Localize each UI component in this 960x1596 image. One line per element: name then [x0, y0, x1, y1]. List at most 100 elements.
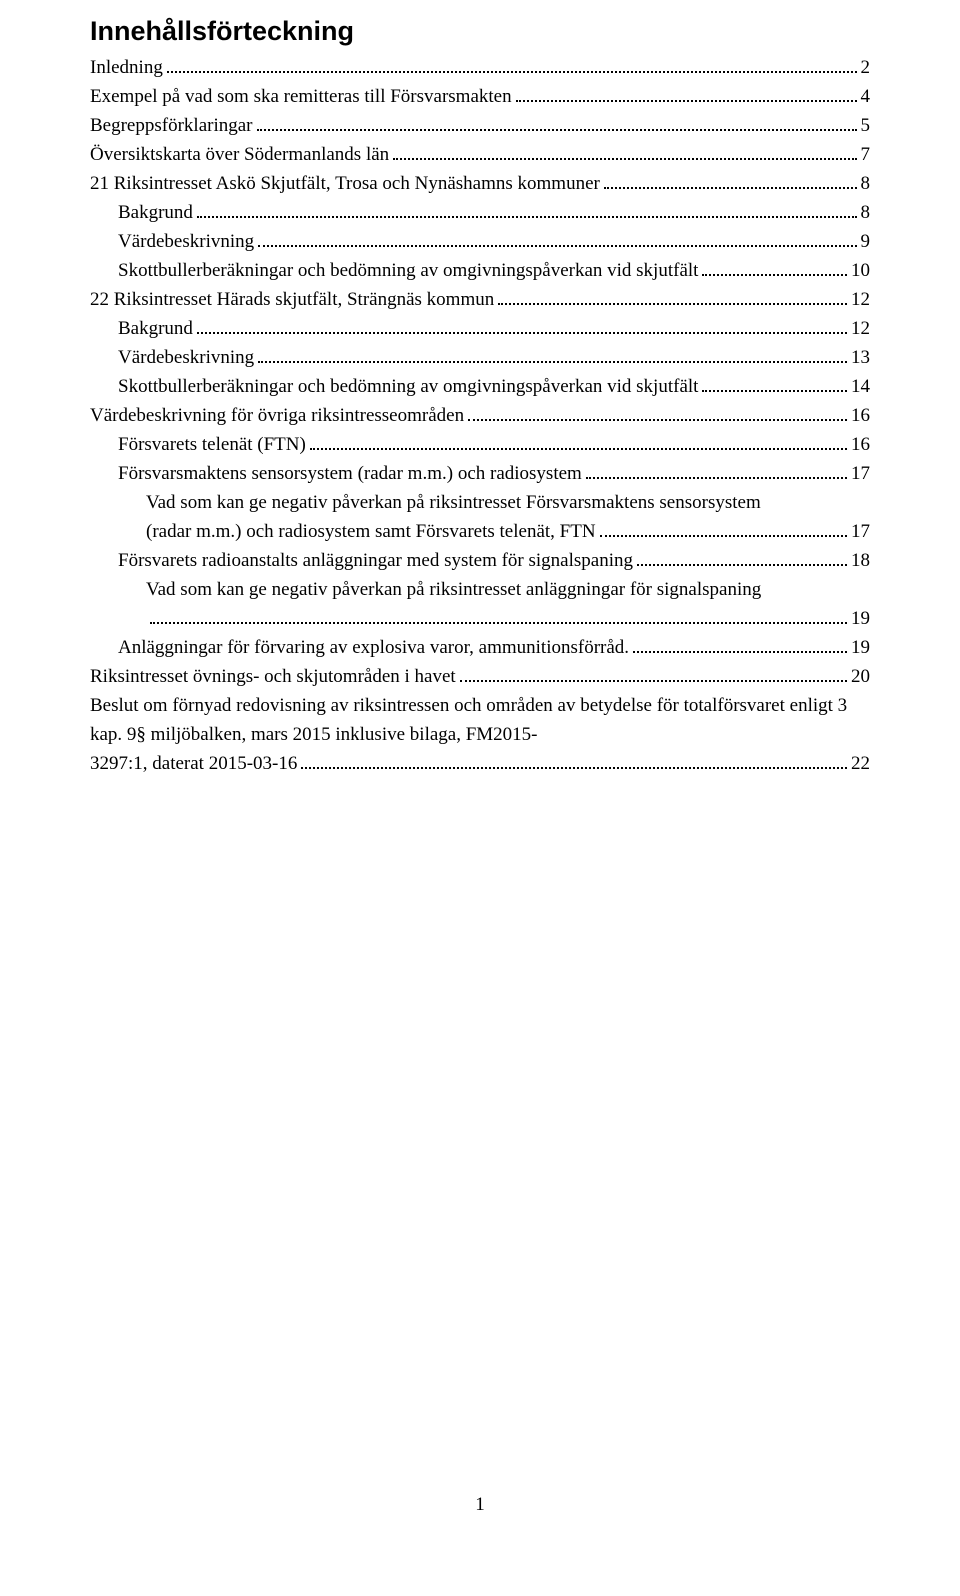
- toc-leader-dots: [301, 752, 847, 769]
- toc-entry-page: 22: [851, 749, 870, 778]
- toc-entry-label: Exempel på vad som ska remitteras till F…: [90, 82, 512, 111]
- toc-entry-page: 13: [851, 343, 870, 372]
- toc-leader-dots: [393, 143, 856, 160]
- toc-entry[interactable]: Värdebeskrivning9: [90, 227, 870, 256]
- toc-entry-label: Översiktskarta över Södermanlands län: [90, 140, 389, 169]
- toc-entry-line: Bakgrund8: [118, 198, 870, 227]
- toc-entry-line: Anläggningar för förvaring av explosiva …: [118, 633, 870, 662]
- toc-entry-line: Exempel på vad som ska remitteras till F…: [90, 82, 870, 111]
- toc-entry-line: Begreppsförklaringar 5: [90, 111, 870, 140]
- toc-entry[interactable]: Inledning 2: [90, 53, 870, 82]
- toc-entry-label: 22 Riksintresset Härads skjutfält, Strän…: [90, 285, 494, 314]
- toc-entry-page: 5: [861, 111, 871, 140]
- toc-entry-label: Begreppsförklaringar: [90, 111, 253, 140]
- toc-entry[interactable]: Exempel på vad som ska remitteras till F…: [90, 82, 870, 111]
- toc-leader-dots: [258, 230, 856, 247]
- toc-entry[interactable]: 21 Riksintresset Askö Skjutfält, Trosa o…: [90, 169, 870, 198]
- toc-entry-page: 10: [851, 256, 870, 285]
- toc-entry-page: 8: [861, 169, 871, 198]
- toc-entry-label: Inledning: [90, 53, 163, 82]
- toc-entry[interactable]: Skottbullerberäkningar och bedömning av …: [90, 372, 870, 401]
- toc-entry-page: 18: [851, 546, 870, 575]
- toc-entry[interactable]: Skottbullerberäkningar och bedömning av …: [90, 256, 870, 285]
- toc-entry-line: Försvarets radioanstalts anläggningar me…: [118, 546, 870, 575]
- toc-entry-line: Översiktskarta över Södermanlands län 7: [90, 140, 870, 169]
- toc-entry[interactable]: Värdebeskrivning för övriga riksintresse…: [90, 401, 870, 430]
- toc-entry[interactable]: Begreppsförklaringar 5: [90, 111, 870, 140]
- toc-entry-pretext: Beslut om förnyad redovisning av riksint…: [90, 691, 870, 749]
- toc-entry-label: 3297:1, daterat 2015-03-16: [90, 749, 297, 778]
- toc-entry-label: Skottbullerberäkningar och bedömning av …: [118, 372, 698, 401]
- toc-leader-dots: [637, 549, 847, 566]
- toc-leader-dots: [586, 462, 847, 479]
- toc-entry-line: Värdebeskrivning för övriga riksintresse…: [90, 401, 870, 430]
- toc-entry-line: 21 Riksintresset Askö Skjutfält, Trosa o…: [90, 169, 870, 198]
- toc-entry-page: 17: [851, 517, 870, 546]
- toc-entry-line: Inledning 2: [90, 53, 870, 82]
- toc-leader-dots: [702, 259, 847, 276]
- toc-leader-dots: [498, 288, 847, 305]
- toc-entry[interactable]: Försvarets telenät (FTN)16: [90, 430, 870, 459]
- toc-entry-line: Bakgrund 12: [118, 314, 870, 343]
- toc-entry-page: 14: [851, 372, 870, 401]
- toc-leader-dots: [468, 404, 847, 421]
- toc-leader-dots: [633, 636, 847, 653]
- toc-entry-line: Riksintresset övnings- och skjutområden …: [90, 662, 870, 691]
- toc-entry-pretext: Vad som kan ge negativ påverkan på riksi…: [146, 575, 870, 604]
- toc-entry[interactable]: Vad som kan ge negativ påverkan på riksi…: [90, 488, 870, 546]
- toc-list: Inledning 2 Exempel på vad som ska remitte…: [90, 53, 870, 778]
- page-number: 1: [0, 1494, 960, 1516]
- toc-entry-label: (radar m.m.) och radiosystem samt Försva…: [146, 517, 596, 546]
- toc-entry-label: Värdebeskrivning för övriga riksintresse…: [90, 401, 464, 430]
- toc-entry-page: 16: [851, 401, 870, 430]
- toc-entry-label: Anläggningar för förvaring av explosiva …: [118, 633, 629, 662]
- toc-entry-pretext: Vad som kan ge negativ påverkan på riksi…: [146, 488, 870, 517]
- toc-heading: Innehållsförteckning: [90, 16, 870, 47]
- toc-entry[interactable]: Försvarsmaktens sensorsystem (radar m.m.…: [90, 459, 870, 488]
- toc-entry-page: 19: [851, 604, 870, 633]
- toc-entry-label: Försvarets telenät (FTN): [118, 430, 306, 459]
- toc-entry-label: Bakgrund: [118, 314, 193, 343]
- toc-entry[interactable]: Anläggningar för förvaring av explosiva …: [90, 633, 870, 662]
- toc-leader-dots: [600, 520, 847, 537]
- toc-leader-dots: [197, 201, 857, 218]
- toc-leader-dots: [516, 85, 857, 102]
- toc-entry-page: 17: [851, 459, 870, 488]
- toc-leader-dots: [257, 114, 857, 131]
- toc-entry-line: (radar m.m.) och radiosystem samt Försva…: [146, 517, 870, 546]
- toc-entry[interactable]: Riksintresset övnings- och skjutområden …: [90, 662, 870, 691]
- toc-entry-page: 8: [861, 198, 871, 227]
- toc-entry-line: Värdebeskrivning9: [118, 227, 870, 256]
- toc-entry[interactable]: Värdebeskrivning13: [90, 343, 870, 372]
- toc-entry-line: 22 Riksintresset Härads skjutfält, Strän…: [90, 285, 870, 314]
- toc-entry-line: Försvarets telenät (FTN)16: [118, 430, 870, 459]
- toc-leader-dots: [167, 56, 857, 73]
- toc-entry-line: 19: [146, 604, 870, 633]
- toc-leader-dots: [310, 433, 847, 450]
- toc-entry-page: 20: [851, 662, 870, 691]
- toc-entry[interactable]: Vad som kan ge negativ påverkan på riksi…: [90, 575, 870, 633]
- toc-entry-line: Skottbullerberäkningar och bedömning av …: [118, 372, 870, 401]
- toc-entry-line: 3297:1, daterat 2015-03-16 22: [90, 749, 870, 778]
- toc-entry-page: 4: [861, 82, 871, 111]
- toc-leader-dots: [460, 665, 847, 682]
- toc-entry-page: 2: [861, 53, 871, 82]
- toc-leader-dots: [197, 317, 847, 334]
- document-page: Innehållsförteckning Inledning 2 Exempel p…: [0, 0, 960, 1596]
- toc-entry-page: 7: [861, 140, 871, 169]
- toc-entry-label: Riksintresset övnings- och skjutområden …: [90, 662, 456, 691]
- toc-entry-label: Skottbullerberäkningar och bedömning av …: [118, 256, 698, 285]
- toc-entry[interactable]: Försvarets radioanstalts anläggningar me…: [90, 546, 870, 575]
- toc-leader-dots: [258, 346, 847, 363]
- toc-entry-label: Värdebeskrivning: [118, 227, 254, 256]
- toc-entry[interactable]: 22 Riksintresset Härads skjutfält, Strän…: [90, 285, 870, 314]
- toc-entry-label: 21 Riksintresset Askö Skjutfält, Trosa o…: [90, 169, 600, 198]
- toc-entry[interactable]: Beslut om förnyad redovisning av riksint…: [90, 691, 870, 778]
- toc-entry[interactable]: Bakgrund8: [90, 198, 870, 227]
- toc-entry-page: 12: [851, 314, 870, 343]
- toc-leader-dots: [150, 607, 847, 624]
- toc-leader-dots: [604, 172, 857, 189]
- toc-entry-label: Försvarsmaktens sensorsystem (radar m.m.…: [118, 459, 582, 488]
- toc-entry[interactable]: Översiktskarta över Södermanlands län 7: [90, 140, 870, 169]
- toc-entry[interactable]: Bakgrund 12: [90, 314, 870, 343]
